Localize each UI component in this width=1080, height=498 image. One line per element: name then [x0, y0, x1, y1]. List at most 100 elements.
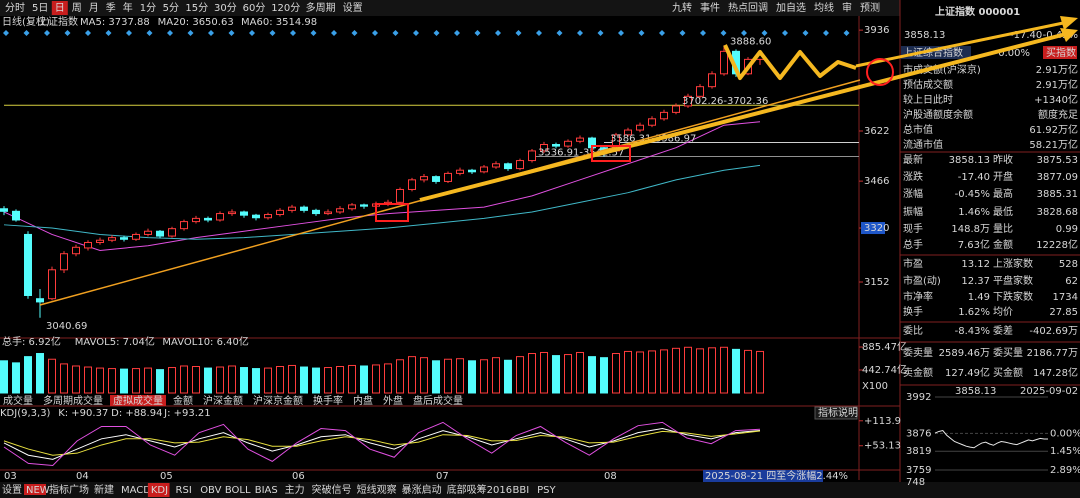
volume-bar [360, 365, 368, 394]
settings-button[interactable]: 设置 [2, 484, 22, 496]
candle-body [324, 211, 332, 215]
toolbar-button[interactable]: 年 [123, 1, 133, 14]
volume-bar [192, 366, 200, 394]
indicator-tab[interactable]: BBI [513, 485, 530, 496]
candle-body [552, 143, 560, 147]
toolbar-button[interactable]: 事件 [700, 1, 720, 14]
event-marker [843, 30, 850, 36]
indicator-tab[interactable]: 多周期成交量 [43, 394, 103, 407]
indicator-tab[interactable]: 短线观察 [357, 483, 397, 496]
indicator-tab[interactable]: 内盘 [353, 394, 373, 407]
chart-title: 上证指数 [38, 15, 78, 28]
mini-date: 2025-09-02 [1020, 386, 1078, 397]
toolbar-button[interactable]: 日 [55, 3, 65, 14]
indicator-tab[interactable]: 暴涨启动 [402, 483, 442, 496]
toolbar-button[interactable]: 1分 [140, 2, 156, 14]
indicator-tab[interactable]: 主力 [285, 483, 305, 496]
index-name: 上证综合指数 [903, 46, 963, 59]
toolbar-button[interactable]: 60分 [243, 2, 266, 14]
indicator-tab[interactable]: 虚拟成交量 [113, 394, 163, 407]
candle-body [672, 105, 680, 113]
candle-body [480, 166, 488, 173]
toolbar-button[interactable]: 预测 [860, 1, 880, 14]
volume-legend: 总手: 6.92亿 [2, 335, 61, 348]
candle-body [132, 233, 140, 240]
indicator-tab[interactable]: 沪深京金额 [253, 394, 303, 407]
event-marker [372, 30, 378, 36]
indicator-tab[interactable]: PSY [537, 485, 556, 496]
pct-label: 0.00% [1050, 428, 1080, 439]
help-button[interactable]: 指标说明 [818, 406, 858, 419]
toolbar-button[interactable]: 均线 [814, 1, 834, 14]
quote-value: 3858.13 [949, 155, 990, 166]
indicator-tab[interactable]: BIAS [255, 485, 278, 496]
volume-bar [72, 365, 80, 394]
toolbar-button[interactable]: 30分 [214, 2, 237, 14]
volume-bar [288, 364, 296, 394]
toolbar-button[interactable]: 周 [72, 2, 82, 14]
volume-bar [300, 366, 308, 394]
indicator-tab[interactable]: BOLL [225, 485, 251, 496]
quote-label: 沪股通额度余额 [903, 108, 973, 121]
toolbar-button[interactable]: 月 [89, 2, 99, 14]
volume-bar [684, 346, 692, 394]
kdj-legend: D: +88.94 [111, 408, 162, 419]
indicator-tab[interactable]: 盘后成交量 [413, 394, 463, 407]
event-marker [433, 30, 440, 36]
volume-bar [432, 360, 440, 394]
indicator-tab[interactable]: 换手率 [313, 394, 343, 407]
y-tick-label: 3936 [864, 25, 889, 36]
buy-button[interactable]: 买指数 [1046, 46, 1076, 59]
quote-label: 委卖量 [903, 346, 933, 359]
event-marker [720, 30, 727, 36]
indicator-tab[interactable]: 沪深金额 [203, 394, 243, 407]
event-marker [85, 30, 91, 36]
indicator-tab[interactable]: 指标广场 [49, 483, 89, 496]
toolbar-button[interactable]: 5日 [32, 3, 48, 14]
quote-value: +1340亿 [1034, 93, 1078, 106]
toolbar-button[interactable]: 5分 [163, 2, 179, 14]
candle-body [564, 140, 572, 147]
indicator-tab[interactable]: 外盘 [383, 394, 403, 407]
volume-bar [444, 358, 452, 394]
quote-value: 1.46% [958, 207, 990, 218]
event-marker [228, 30, 235, 36]
indicator-tab[interactable]: RSI [176, 485, 192, 496]
quote-label: 量比 [993, 223, 1013, 235]
indicator-tab[interactable]: 成交量 [3, 394, 33, 407]
candle-body [456, 169, 464, 174]
candle-body [708, 73, 716, 88]
highlight-box [375, 203, 409, 222]
quote-label: 委买量 [993, 346, 1023, 359]
event-marker [310, 30, 317, 36]
quote-value: -0.45% [955, 189, 990, 200]
indicator-tab[interactable]: KDJ [151, 485, 168, 496]
indicator-tab[interactable]: 金额 [173, 394, 193, 407]
kdj-legend: KDJ(9,3,3) [0, 408, 51, 419]
toolbar-button[interactable]: 审 [842, 1, 852, 14]
price-annotation: 3536.91-3542.57 [538, 148, 624, 159]
quote-label: 金额 [993, 238, 1013, 251]
toolbar-button[interactable]: 分时 [5, 2, 25, 14]
indicator-tab[interactable]: 突破信号 [312, 483, 352, 496]
indicator-tab[interactable]: 新建 [94, 483, 114, 496]
indicator-tab[interactable]: 底部吸筹2016 [447, 483, 512, 496]
toolbar-button[interactable]: 15分 [185, 2, 208, 14]
toolbar-button[interactable]: 120分 [271, 2, 300, 14]
toolbar-button[interactable]: 九转 [672, 1, 692, 14]
indicator-tab[interactable]: MACD [121, 485, 151, 496]
volume-bar [324, 367, 332, 394]
candle-body [396, 188, 404, 203]
indicator-tab[interactable]: OBV [200, 485, 221, 496]
candle-body [720, 50, 728, 75]
event-marker [700, 30, 706, 36]
quote-label: 总市值 [903, 123, 933, 136]
toolbar-button[interactable]: 设置 [343, 2, 363, 14]
toolbar-button[interactable]: 热点回调 [728, 1, 768, 14]
quote-label: 买金额 [993, 366, 1023, 379]
toolbar-button[interactable]: 季 [106, 2, 116, 14]
toolbar-button[interactable]: 多周期 [306, 1, 336, 14]
toolbar-button[interactable]: 加自选 [776, 1, 806, 14]
quote-value: 2.91万亿 [1036, 78, 1078, 91]
candle-body [192, 217, 200, 223]
